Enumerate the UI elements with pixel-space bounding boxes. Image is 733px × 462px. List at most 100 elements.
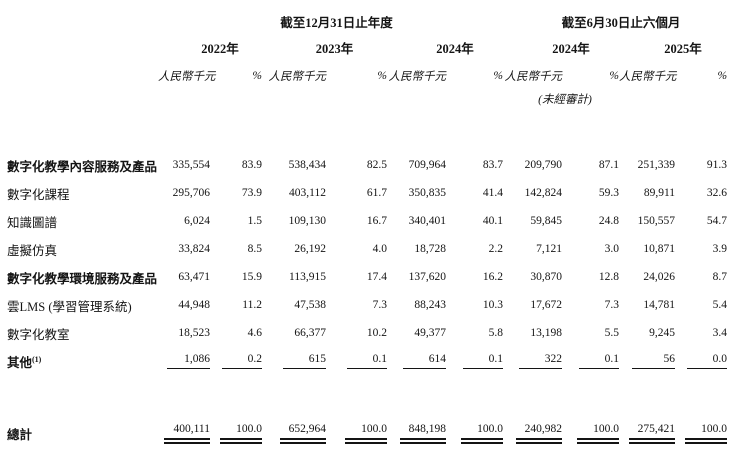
double-rule [164, 437, 210, 444]
cell-amount: 614 [387, 347, 446, 375]
cell-value: 0.0 [712, 353, 728, 365]
cell-percent: 5.5 [562, 319, 619, 347]
cell-value: 8.7 [712, 271, 728, 283]
unit-label: 人民幣千元 [388, 71, 447, 83]
cell-value: 47,538 [294, 299, 326, 311]
cell-amount: 150,557 [619, 207, 675, 235]
single-rule [403, 368, 446, 369]
cell-percent: 1.5 [210, 207, 262, 235]
cell-value: 18,728 [414, 243, 446, 255]
cell-value: 340,401 [408, 215, 446, 227]
cell-value: 73.9 [241, 187, 262, 199]
cell-percent: 2.2 [446, 235, 503, 263]
cell-value: 400,111 [173, 422, 210, 435]
cell-value: 1.5 [247, 215, 262, 227]
cell-percent: 73.9 [210, 179, 262, 207]
cell-value: 12.8 [598, 271, 620, 283]
cell-amount: 6,024 [158, 207, 210, 235]
cell-value: 44,948 [178, 299, 210, 311]
double-rule [220, 437, 262, 444]
cell-value: 13,198 [530, 327, 563, 339]
header-spacer [619, 91, 727, 117]
header-spacer [7, 91, 503, 117]
cell-value: 63,471 [178, 271, 210, 283]
body-gap [7, 375, 727, 419]
cell-percent: 40.1 [446, 207, 503, 235]
cell-value: 91.3 [706, 159, 728, 171]
cell-percent: 7.3 [562, 291, 619, 319]
cell-amount: 47,538 [262, 291, 326, 319]
unit-label: 人民幣千元 [619, 71, 677, 83]
double-rule [461, 437, 504, 444]
cell-value: 322 [544, 353, 563, 365]
row-label: 虛擬仿真 [7, 243, 58, 258]
cell-value: 295,706 [172, 187, 210, 199]
year-row: 2022年 2023年 2024年 2024年 2025年 [7, 34, 727, 61]
cell-percent: 87.1 [562, 151, 619, 179]
cell-amount: 615 [262, 347, 326, 375]
cell-amount: 335,554 [158, 151, 210, 179]
year-label-2024-interim: 2024年 [552, 42, 590, 56]
cell-amount: 113,915 [262, 263, 326, 291]
cell-value: 6,024 [184, 215, 210, 227]
cell-value: 30,870 [530, 271, 563, 283]
cell-percent: 16.7 [326, 207, 387, 235]
cell-value: 709,964 [408, 159, 446, 171]
cell-value: 3.9 [712, 243, 728, 255]
cell-amount: 652,964 [262, 419, 326, 447]
cell-percent: 91.3 [675, 151, 727, 179]
cell-amount: 49,377 [387, 319, 446, 347]
cell-amount: 30,870 [503, 263, 562, 291]
cell-value: 32.6 [706, 187, 728, 199]
cell-value: 8.5 [247, 243, 262, 255]
cell-value: 16.2 [482, 271, 504, 283]
cell-percent: 0.2 [210, 347, 262, 375]
table-row: 其他(1) 1,086 0.2 615 0.1 614 0.1 322 0.1 56 0.0 [7, 347, 728, 375]
cell-value: 1,086 [184, 353, 210, 365]
cell-value: 3.0 [604, 243, 620, 255]
header-spacer [7, 8, 158, 34]
cell-percent: 11.2 [210, 291, 262, 319]
cell-amount: 33,824 [158, 235, 210, 263]
double-rule [629, 437, 676, 444]
table-row: 數字化教室 18,523 4.6 66,377 10.2 49,377 5.8 13,198 5… [7, 319, 727, 347]
percent-label: % [717, 70, 728, 82]
row-label: 數字化教室 [7, 327, 70, 342]
cell-percent: 83.9 [210, 151, 262, 179]
cell-percent: 0.0 [675, 347, 728, 375]
cell-value: 14,781 [643, 299, 676, 311]
cell-amount: 403,112 [262, 179, 326, 207]
cell-value: 137,620 [408, 271, 446, 283]
cell-amount: 209,790 [503, 151, 562, 179]
cell-amount: 137,620 [387, 263, 446, 291]
cell-value: 251,339 [637, 159, 676, 171]
cell-value: 0.1 [488, 353, 504, 365]
cell-value: 100.0 [701, 422, 728, 435]
cell-value: 275,421 [637, 422, 676, 435]
unit-label: 人民幣千元 [158, 71, 216, 83]
cell-percent: 100.0 [446, 419, 504, 447]
cell-value: 11.2 [242, 299, 262, 311]
cell-percent: 10.2 [326, 319, 387, 347]
table-row: 數字化課程 295,706 73.9 403,112 61.7 350,835 41.4 14… [7, 179, 727, 207]
cell-value: 5.8 [488, 327, 504, 339]
cell-value: 100.0 [477, 422, 504, 435]
unit-label: 人民幣千元 [504, 71, 563, 83]
double-rule [685, 437, 728, 444]
cell-amount: 1,086 [158, 347, 210, 375]
table-header: 截至12月31日止年度 截至6月30日止六個月 2022年 2023年 2024… [7, 8, 727, 151]
cell-value: 0.1 [372, 353, 387, 365]
single-rule [222, 368, 262, 369]
year-label-2022: 2022年 [201, 42, 239, 56]
cell-value: 403,112 [289, 187, 326, 199]
cell-value: 0.1 [604, 353, 620, 365]
cell-amount: 142,824 [503, 179, 562, 207]
cell-value: 41.4 [482, 187, 504, 199]
single-rule [167, 368, 210, 369]
cell-value: 0.2 [247, 353, 262, 365]
cell-value: 87.1 [598, 159, 620, 171]
cell-percent: 12.8 [562, 263, 619, 291]
cell-amount: 89,911 [619, 179, 675, 207]
cell-percent: 59.3 [562, 179, 619, 207]
table-row: 知識圖譜 6,024 1.5 109,130 16.7 340,401 40.1 59,845… [7, 207, 727, 235]
